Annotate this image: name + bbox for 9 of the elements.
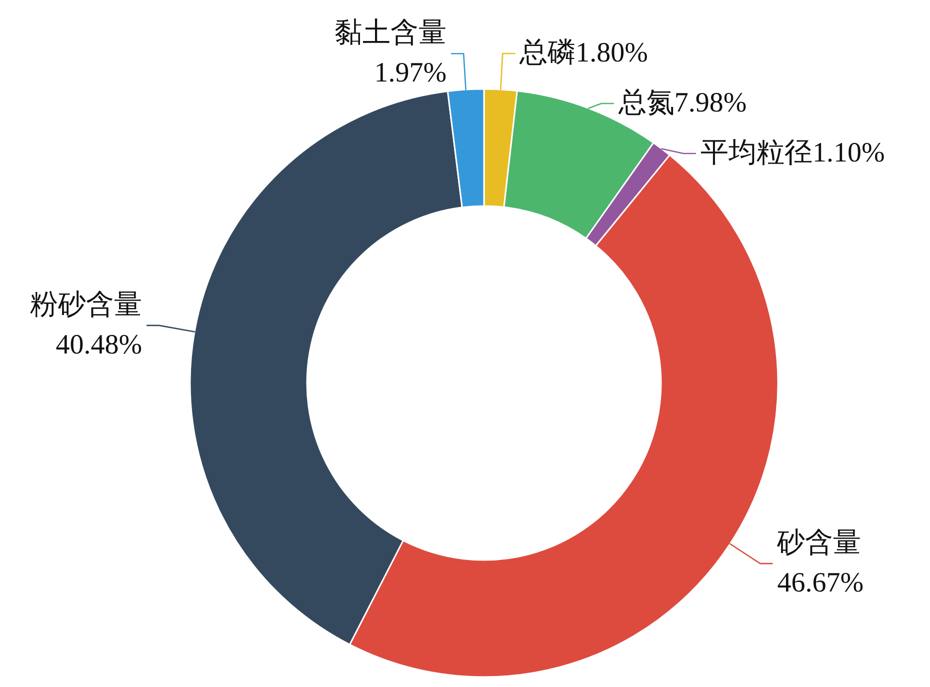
slice-label: 总磷1.80% <box>518 38 648 69</box>
data-label: 1.97% <box>374 58 447 89</box>
slice-label: 黏土含量 <box>334 18 447 49</box>
slice-label: 总氮7.98% <box>617 88 747 119</box>
slice-label: 砂含量 <box>776 528 862 559</box>
data-label: 40.48% <box>56 329 142 360</box>
data-label: 46.67% <box>777 568 864 599</box>
slice-label: 粉砂含量 <box>30 289 142 320</box>
slice-label: 平均粒径1.10% <box>700 138 885 169</box>
